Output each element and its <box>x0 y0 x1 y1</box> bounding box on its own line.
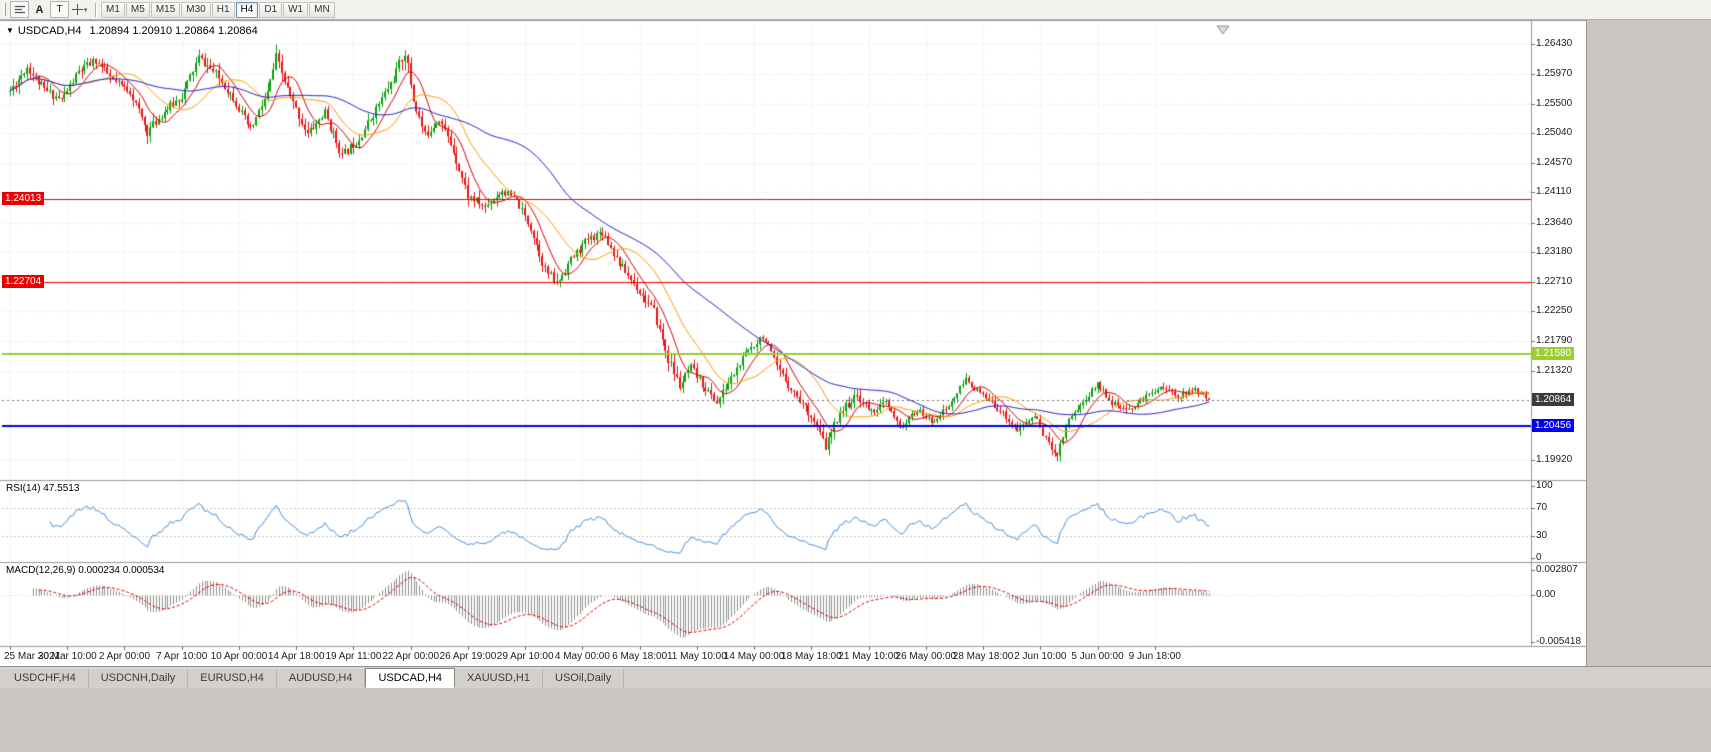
date-axis-label: 18 May 18:00 <box>781 651 842 662</box>
chart-tab-usdchf-h4[interactable]: USDCHF,H4 <box>2 668 89 688</box>
timeframe-button-m5[interactable]: M5 <box>125 1 150 18</box>
price-axis-label: 1.24110 <box>1536 186 1572 198</box>
chart-tab-xauusd-h1[interactable]: XAUUSD,H1 <box>455 668 543 688</box>
ohlc-values: 1.20894 1.20910 1.20864 1.20864 <box>89 25 258 37</box>
rsi-axis-label: 0 <box>1536 552 1542 563</box>
top-toolbar: A T ▾ M1 M5 M15 M30 H1 H4 D1 W1 MN <box>0 0 1711 20</box>
date-axis-label: 6 May 18:00 <box>612 651 668 662</box>
date-axis-label: 22 Apr 00:00 <box>382 651 440 662</box>
date-axis-label: 25 Mar 2021 <box>4 651 61 662</box>
timeframe-button-w1[interactable]: W1 <box>283 1 309 18</box>
window-bottom-area <box>0 688 1711 752</box>
charts-list-icon <box>14 5 25 13</box>
timeframe-button-mn[interactable]: MN <box>309 1 335 18</box>
date-axis-label: 14 Apr 18:00 <box>267 651 325 662</box>
rsi-pane-splitter[interactable] <box>0 478 1586 482</box>
timeframe-button-m1[interactable]: M1 <box>101 1 125 18</box>
macd-axis-label: -0.005418 <box>1536 636 1582 647</box>
price-axis-label: 1.25500 <box>1536 97 1573 109</box>
cursor-tool-button[interactable]: A <box>30 1 49 18</box>
date-axis-label: 2 Apr 00:00 <box>98 651 151 662</box>
timeframe-button-m30[interactable]: M30 <box>181 1 211 18</box>
date-axis-label: 29 Apr 10:00 <box>496 651 554 662</box>
toolbar-grip[interactable] <box>3 3 6 16</box>
rsi-axis-label: 30 <box>1536 530 1548 542</box>
date-axis-label: 30 Mar 10:00 <box>37 651 97 662</box>
chart-tab-bar: USDCHF,H4 USDCNH,Daily EURUSD,H4 AUDUSD,… <box>0 666 1711 688</box>
symbol-dropdown-icon[interactable]: ▼ <box>6 26 14 35</box>
price-chart-canvas[interactable] <box>0 20 1586 666</box>
symbol-timeframe-label: USDCAD,H4 <box>17 25 82 37</box>
date-axis-label: 14 May 00:00 <box>723 651 785 662</box>
price-axis-label: 1.26430 <box>1536 38 1573 50</box>
macd-indicator-label: MACD(12,26,9) 0.000234 0.000534 <box>6 565 165 576</box>
date-axis-label: 19 Apr 11:00 <box>325 651 382 662</box>
chart-tab-usdcad-h4[interactable]: USDCAD,H4 <box>365 668 456 688</box>
cursor-tool-label: A <box>35 3 44 16</box>
crosshair-icon <box>71 4 83 15</box>
crosshair-tool-button[interactable]: ▾ <box>70 1 89 18</box>
date-axis-label: 21 May 10:00 <box>838 651 899 662</box>
chart-tab-usdcnh-daily[interactable]: USDCNH,Daily <box>88 668 189 688</box>
chart-tab-eurusd-h4[interactable]: EURUSD,H4 <box>188 668 277 688</box>
date-axis-label: 11 May 10:00 <box>666 651 727 662</box>
price-axis-label: 1.25040 <box>1536 127 1573 139</box>
date-axis-label: 26 May 00:00 <box>895 651 957 662</box>
resistance-line-badge-2[interactable]: 1.22704 <box>2 275 45 289</box>
pivot-line-badge[interactable]: 1.21580 <box>1532 347 1575 361</box>
date-axis-label: 7 Apr 10:00 <box>156 651 208 662</box>
text-tool-button[interactable]: T <box>50 1 69 18</box>
timeframe-button-d1[interactable]: D1 <box>259 1 283 18</box>
price-axis-label: 1.22250 <box>1536 305 1573 317</box>
resistance-line-badge-1[interactable]: 1.24013 <box>2 191 45 205</box>
date-axis-label: 5 Jun 00:00 <box>1071 651 1124 662</box>
chart-tab-usoil-daily[interactable]: USOil,Daily <box>543 668 625 688</box>
rsi-axis-label: 100 <box>1536 480 1553 491</box>
toolbar-separator <box>95 2 96 17</box>
date-axis-label: 9 Jun 18:00 <box>1128 651 1181 662</box>
macd-axis-label: 0.00 <box>1536 588 1556 600</box>
price-axis-label: 1.21790 <box>1536 334 1573 346</box>
chart-title: ▼ USDCAD,H4 1.20894 1.20910 1.20864 1.2086… <box>6 25 258 37</box>
dropdown-caret-icon: ▾ <box>83 6 88 14</box>
date-axis-label: 26 Apr 19:00 <box>439 651 497 662</box>
timeframe-button-h4[interactable]: H4 <box>235 1 259 18</box>
charts-list-button[interactable] <box>10 1 29 18</box>
date-axis-label: 2 Jun 10:00 <box>1014 651 1067 662</box>
price-axis-label: 1.23640 <box>1536 216 1573 228</box>
chart-tab-audusd-h4[interactable]: AUDUSD,H4 <box>276 668 366 688</box>
price-axis-label: 1.22710 <box>1536 275 1573 287</box>
rsi-indicator-label: RSI(14) 47.5513 <box>6 483 80 494</box>
price-axis-label: 1.23180 <box>1536 245 1573 257</box>
price-axis-label: 1.19920 <box>1536 454 1573 466</box>
timeframe-button-m15[interactable]: M15 <box>150 1 181 18</box>
text-tool-label: T <box>56 4 63 15</box>
current-price-badge: 1.20864 <box>1532 392 1575 406</box>
timeframe-button-h1[interactable]: H1 <box>211 1 235 18</box>
rsi-axis-label: 70 <box>1536 501 1548 513</box>
price-axis-label: 1.24570 <box>1536 157 1573 169</box>
support-line-badge[interactable]: 1.20456 <box>1532 418 1575 432</box>
date-axis-label: 10 Apr 00:00 <box>210 651 268 662</box>
date-axis-label: 4 May 00:00 <box>554 651 610 662</box>
macd-axis-label: 0.002807 <box>1536 564 1578 575</box>
right-margin-area <box>1586 20 1711 666</box>
macd-pane-splitter[interactable] <box>0 560 1586 564</box>
price-axis-label: 1.25970 <box>1536 67 1573 79</box>
price-axis-label: 1.21320 <box>1536 364 1573 376</box>
date-axis-label: 28 May 18:00 <box>952 651 1014 662</box>
